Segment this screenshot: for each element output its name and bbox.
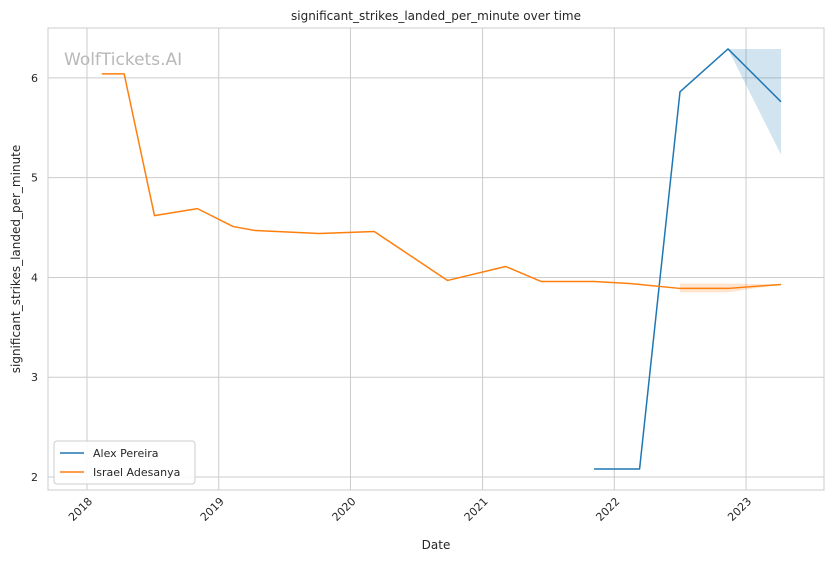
y-axis-ticks: 2 3 4 5 6 bbox=[31, 72, 38, 484]
series-line-alex-pereira bbox=[594, 48, 782, 470]
y-tick-label-3: 3 bbox=[31, 371, 38, 384]
legend-box bbox=[53, 440, 196, 485]
data-point-israel-adesanya-8 bbox=[447, 279, 449, 281]
y-tick-label-2: 2 bbox=[31, 471, 38, 484]
x-axis-label: Date bbox=[422, 538, 451, 552]
data-point-alex-pereira-2 bbox=[679, 91, 681, 93]
data-point-alex-pereira-3 bbox=[727, 48, 729, 50]
data-point-israel-adesanya-14 bbox=[727, 287, 729, 289]
data-point-israel-adesanya-2 bbox=[153, 215, 155, 217]
data-point-israel-adesanya-0 bbox=[101, 73, 103, 75]
chart-title: significant_strikes_landed_per_minute ov… bbox=[291, 9, 581, 23]
legend-label-israel-adesanya: Israel Adesanya bbox=[93, 466, 180, 479]
y-tick-label-4: 4 bbox=[31, 271, 38, 284]
data-point-alex-pereira-0 bbox=[593, 468, 595, 470]
series-line-israel-adesanya bbox=[101, 73, 782, 290]
data-point-israel-adesanya-11 bbox=[593, 280, 595, 282]
data-point-israel-adesanya-6 bbox=[318, 233, 320, 235]
y-tick-label-5: 5 bbox=[31, 172, 38, 185]
legend: Alex Pereira Israel Adesanya bbox=[53, 440, 196, 485]
legend-label-alex-pereira: Alex Pereira bbox=[93, 447, 159, 460]
data-point-alex-pereira-4 bbox=[780, 101, 782, 103]
data-point-israel-adesanya-10 bbox=[540, 280, 542, 282]
data-point-israel-adesanya-5 bbox=[255, 230, 257, 232]
watermark: WolfTickets.AI bbox=[64, 50, 182, 70]
y-axis-label: significant_strikes_landed_per_minute bbox=[9, 145, 23, 374]
data-point-israel-adesanya-12 bbox=[628, 282, 630, 284]
plot-area-frame bbox=[47, 27, 825, 491]
series-lines bbox=[101, 48, 782, 470]
data-point-alex-pereira-1 bbox=[639, 468, 641, 470]
confidence-band-alex-pereira bbox=[727, 48, 782, 155]
data-point-israel-adesanya-4 bbox=[232, 226, 234, 228]
data-point-israel-adesanya-7 bbox=[373, 231, 375, 233]
data-point-israel-adesanya-15 bbox=[780, 283, 782, 285]
data-point-israel-adesanya-1 bbox=[123, 73, 125, 75]
y-tick-label-6: 6 bbox=[31, 72, 38, 85]
data-point-israel-adesanya-9 bbox=[505, 265, 507, 267]
data-point-israel-adesanya-13 bbox=[679, 287, 681, 289]
data-point-israel-adesanya-3 bbox=[196, 208, 198, 210]
